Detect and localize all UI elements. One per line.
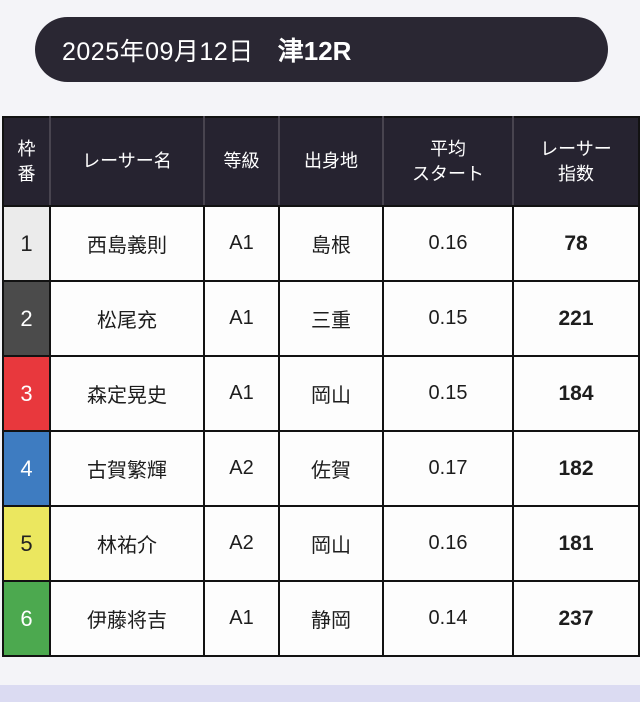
racer-index-cell: 181 [512,505,640,582]
origin-cell: 岡山 [278,355,384,432]
racer-table: 枠 番 レーサー名 等級 出身地 平均 スタート レーサー 指数 1 西島義則 … [2,116,640,657]
racer-table-header: 枠 番 レーサー名 等級 出身地 平均 スタート レーサー 指数 [2,116,640,207]
race-date-label: 2025年09月12日 [62,37,254,66]
racer-index-cell: 237 [512,580,640,657]
footer-strip [0,685,640,702]
grade-cell: A2 [203,430,280,507]
table-row: 4 古賀繁輝 A2 佐賀 0.17 182 [2,430,640,507]
racer-name-cell: 松尾充 [49,280,205,357]
race-date-chip[interactable]: 2025年09月12日 津12R [35,17,608,82]
column-header-avg-start: 平均 スタート [382,116,514,207]
race-number-label: 津12R [277,36,352,66]
table-row: 3 森定晃史 A1 岡山 0.15 184 [2,355,640,432]
avg-start-cell: 0.15 [382,280,514,357]
table-row: 6 伊藤将吉 A1 静岡 0.14 237 [2,580,640,657]
column-header-origin: 出身地 [278,116,384,207]
column-header-index: レーサー 指数 [512,116,640,207]
table-row: 5 林祐介 A2 岡山 0.16 181 [2,505,640,582]
origin-cell: 岡山 [278,505,384,582]
grade-cell: A1 [203,580,280,657]
table-row: 1 西島義則 A1 島根 0.16 78 [2,205,640,282]
grade-cell: A1 [203,355,280,432]
grade-cell: A2 [203,505,280,582]
avg-start-cell: 0.15 [382,355,514,432]
racer-name-cell: 伊藤将吉 [49,580,205,657]
frame-number-cell: 3 [2,355,51,432]
column-header-waku: 枠 番 [2,116,51,207]
table-row: 2 松尾充 A1 三重 0.15 221 [2,280,640,357]
racer-name-cell: 森定晃史 [49,355,205,432]
frame-number-cell: 6 [2,580,51,657]
avg-start-cell: 0.14 [382,580,514,657]
avg-start-cell: 0.16 [382,205,514,282]
column-header-grade: 等級 [203,116,280,207]
origin-cell: 静岡 [278,580,384,657]
racer-index-cell: 221 [512,280,640,357]
grade-cell: A1 [203,205,280,282]
frame-number-cell: 1 [2,205,51,282]
column-header-name: レーサー名 [49,116,205,207]
racer-index-cell: 184 [512,355,640,432]
frame-number-cell: 4 [2,430,51,507]
racer-index-cell: 78 [512,205,640,282]
avg-start-cell: 0.17 [382,430,514,507]
racer-name-cell: 林祐介 [49,505,205,582]
frame-number-cell: 5 [2,505,51,582]
racer-index-cell: 182 [512,430,640,507]
racer-name-cell: 古賀繁輝 [49,430,205,507]
racer-name-cell: 西島義則 [49,205,205,282]
avg-start-cell: 0.16 [382,505,514,582]
grade-cell: A1 [203,280,280,357]
origin-cell: 佐賀 [278,430,384,507]
origin-cell: 島根 [278,205,384,282]
origin-cell: 三重 [278,280,384,357]
frame-number-cell: 2 [2,280,51,357]
